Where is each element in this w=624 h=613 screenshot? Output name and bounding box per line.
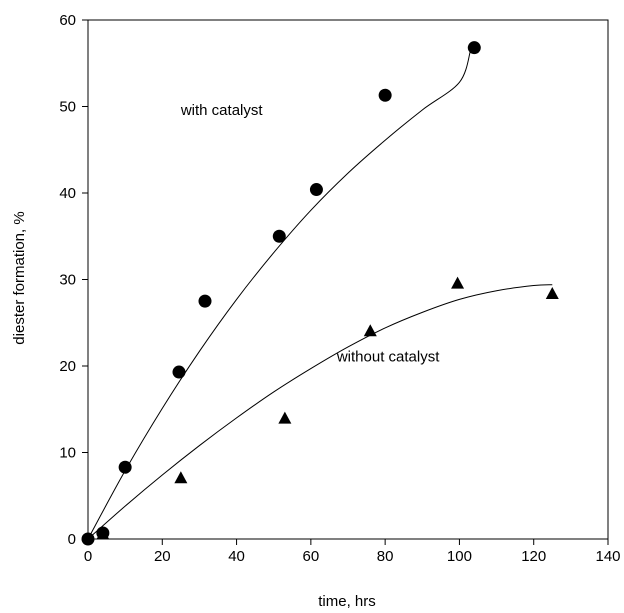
data-markers xyxy=(81,41,559,546)
y-tick-label: 10 xyxy=(59,445,76,462)
fit-curve-with-catalyst xyxy=(87,50,472,540)
annotations: with catalyst without catalyst xyxy=(180,102,440,366)
data-point-triangle xyxy=(174,471,188,484)
data-point-circle xyxy=(172,365,186,379)
plot-border xyxy=(87,19,609,540)
x-tick-label: 20 xyxy=(154,548,171,565)
data-point-triangle xyxy=(451,276,465,289)
data-point-circle xyxy=(378,88,392,102)
y-axis-label: diester formation, % xyxy=(11,211,28,344)
data-point-triangle xyxy=(363,324,377,337)
y-axis-ticks: 0 10 20 30 40 50 60 xyxy=(59,12,88,548)
data-point-triangle xyxy=(96,527,110,540)
fit-curves xyxy=(87,50,553,540)
y-tick-label: 0 xyxy=(68,531,76,548)
x-tick-label: 140 xyxy=(595,548,620,565)
data-point-triangle xyxy=(278,411,292,424)
x-axis-ticks: 0 20 40 60 80 100 120 140 xyxy=(84,539,621,565)
data-point-circle xyxy=(309,183,323,197)
annotation-without-catalyst: without catalyst xyxy=(336,349,440,366)
x-tick-label: 0 xyxy=(84,548,92,565)
y-tick-label: 40 xyxy=(59,185,76,202)
y-tick-label: 50 xyxy=(59,99,76,116)
x-axis-label: time, hrs xyxy=(318,593,376,610)
plot-frame xyxy=(87,19,609,540)
x-tick-label: 80 xyxy=(377,548,394,565)
data-point-circle xyxy=(272,229,286,243)
y-tick-label: 30 xyxy=(59,272,76,289)
x-tick-label: 100 xyxy=(447,548,472,565)
data-point-triangle xyxy=(545,287,559,300)
y-tick-label: 60 xyxy=(59,12,76,29)
x-tick-label: 120 xyxy=(521,548,546,565)
data-point-circle xyxy=(118,460,132,474)
x-tick-label: 40 xyxy=(228,548,245,565)
fit-curve-without-catalyst xyxy=(87,284,553,540)
data-point-circle xyxy=(198,294,212,308)
data-point-circle xyxy=(81,532,95,546)
y-tick-label: 20 xyxy=(59,358,76,375)
annotation-with-catalyst: with catalyst xyxy=(180,102,264,119)
x-tick-label: 60 xyxy=(303,548,320,565)
data-point-circle xyxy=(467,41,481,55)
